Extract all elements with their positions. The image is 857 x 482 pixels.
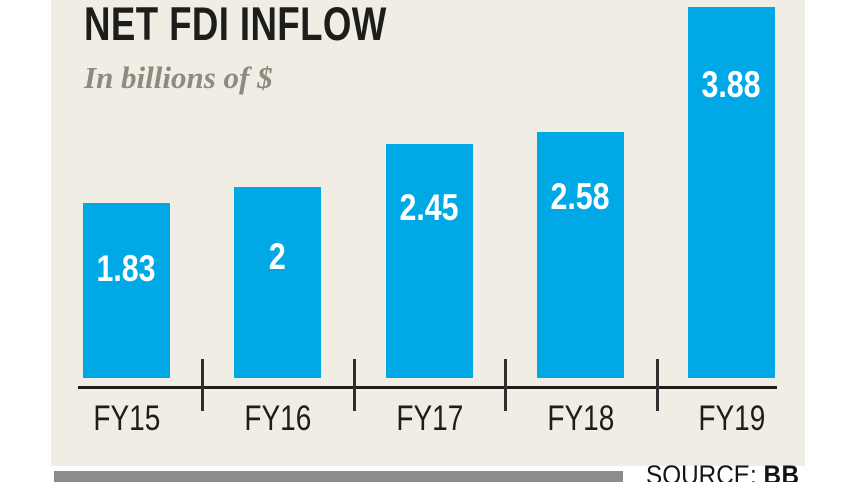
x-axis-label-fy17: FY17 xyxy=(396,399,463,438)
axis-tick xyxy=(201,359,204,411)
bar-value-label: 1.83 xyxy=(96,248,157,289)
axis-tick xyxy=(656,359,659,411)
x-axis-label-fy19: FY19 xyxy=(698,399,765,438)
bar-fy15: 1.83 xyxy=(83,203,170,378)
axis-tick xyxy=(504,359,507,411)
source-value: BB xyxy=(763,460,800,482)
bar-fy19: 3.88 xyxy=(688,7,775,378)
x-axis-label-fy15: FY15 xyxy=(93,399,160,438)
chart-subtitle: In billions of $ xyxy=(84,60,273,95)
x-axis-line xyxy=(78,386,777,389)
bar-value-label: 3.88 xyxy=(701,64,762,105)
axis-tick xyxy=(353,359,356,411)
bar-value-label: 2.45 xyxy=(399,187,460,228)
bar-fy16: 2 xyxy=(234,187,321,378)
chart-panel: NET FDI INFLOW In billions of $ 1.83 FY15… xyxy=(51,0,805,466)
bar-fy17: 2.45 xyxy=(386,144,473,378)
chart-title: NET FDI INFLOW xyxy=(84,0,387,50)
x-axis-label-fy18: FY18 xyxy=(547,399,614,438)
source-label: SOURCE: xyxy=(646,460,757,482)
plot-area: 1.83 FY15 2 FY16 2.45 FY17 2.58 FY18 3.88 FY19 xyxy=(51,0,805,466)
footer-divider-bar xyxy=(54,471,623,482)
bar-value-label: 2 xyxy=(269,236,286,277)
bar-value-label: 2.58 xyxy=(550,176,611,217)
source-credit: SOURCE: BB xyxy=(646,461,799,482)
bar-fy18: 2.58 xyxy=(537,132,624,378)
x-axis-label-fy16: FY16 xyxy=(244,399,311,438)
